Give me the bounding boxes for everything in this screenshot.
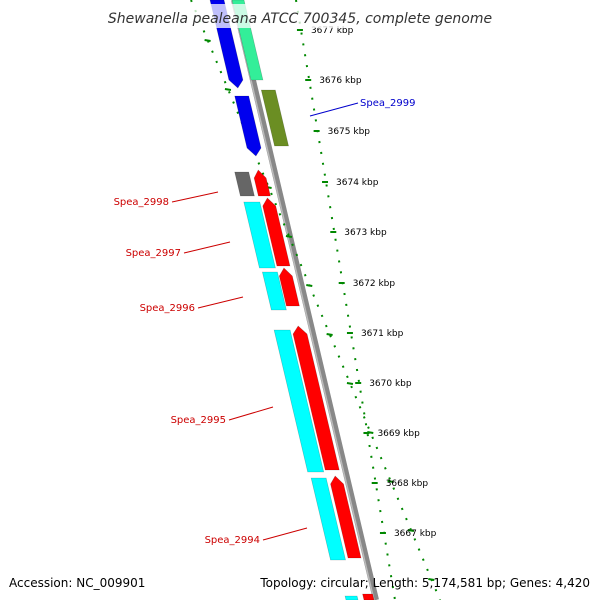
scale-label: 3674 kbp [336,178,379,188]
ruler-tick [346,382,354,385]
gene-block-spea-2996-rna [261,271,287,311]
gene-label-leader [183,241,231,254]
gene-label: Spea_2998 [114,197,169,208]
backbone-highlight [231,0,375,600]
title-backdrop [100,4,500,28]
scale-label: 3667 kbp [394,529,437,539]
scale-label: 3672 kbp [353,279,396,289]
scale-label: 3677 kbp [311,26,354,36]
scale-label: 3671 kbp [361,329,404,339]
gene-block-spea-2998 [253,169,271,197]
gene-label-leader [197,296,244,309]
gene-block-spea-2995-rna [273,329,325,473]
gene-block-spea-2999-b [260,89,289,147]
gene-block-partial [344,595,359,600]
scale-label: 3670 kbp [369,379,412,389]
gene-block-spea-2998-pseudo [234,171,255,197]
accession-label: Accession: NC_009901 [9,576,146,590]
ruler-tick [407,529,415,532]
gene-block-spea-2996 [279,267,300,307]
scale-label: 3676 kbp [319,76,362,86]
ruler-tick [326,333,333,336]
gene-label-leader [228,406,274,421]
gene-label-leader [262,527,308,541]
gene-block-spea-2995 [292,325,340,471]
gene-block-spea-2997-rna [243,201,276,269]
gene-label-leader [171,191,219,203]
scale-label: 3669 kbp [377,429,420,439]
ruler-tick [428,578,435,581]
topology-label: Topology: circular; Length: 5,174,581 bp… [260,576,590,590]
ruler-tick [204,39,211,42]
scale-label: 3673 kbp [344,228,387,238]
ruler-scale-line [295,0,396,600]
gene-label: Spea_2996 [140,303,195,314]
gene-block-spea-2994-rna [310,477,346,561]
page-title: Shewanella pealeana ATCC 700345, complet… [108,11,492,27]
gene-block-spea-2994 [330,475,362,559]
backbone-line [231,0,379,600]
ruler-tick [224,88,232,91]
scale-label: 3668 kbp [386,479,429,489]
scale-label: 3675 kbp [328,127,371,137]
gene-label: Spea_2995 [171,415,226,426]
gene-label-leader [309,102,359,117]
gene-label: Spea_2994 [205,535,260,546]
ruler-tick [306,284,313,287]
ruler-tick [387,480,394,483]
ruler-tick [285,235,293,238]
gene-label: Spea_2999 [360,98,415,109]
gene-label: Spea_2997 [126,248,181,259]
gene-block-partial [362,593,375,600]
gene-block-spea-2999 [234,95,262,157]
gene-block-spea-2997 [262,197,291,267]
